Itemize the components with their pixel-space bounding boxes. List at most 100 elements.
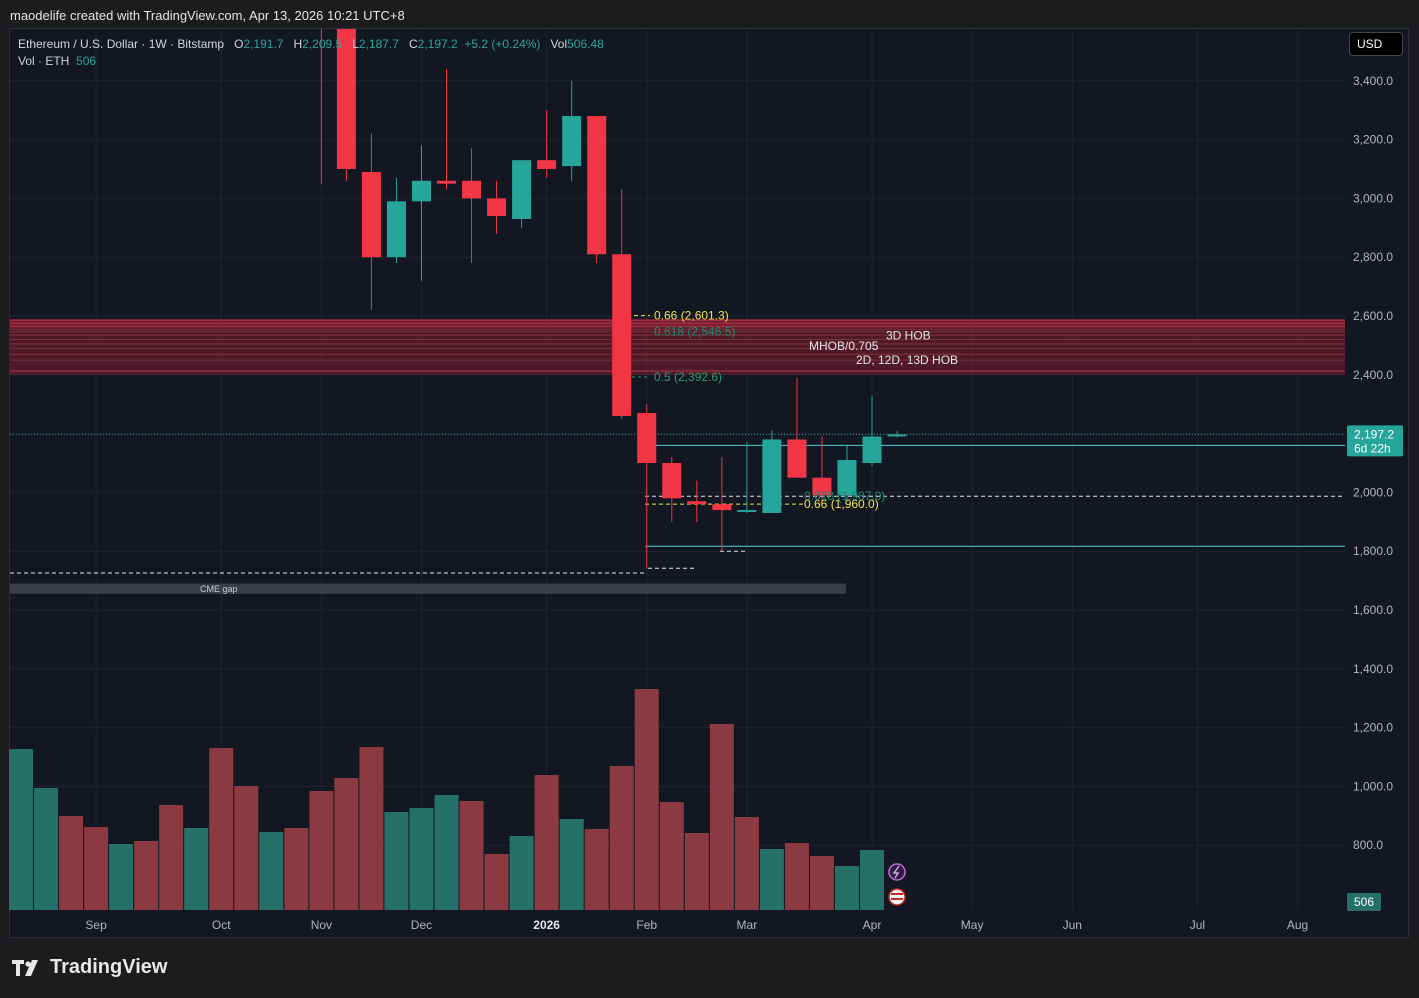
candle-body[interactable] [787, 439, 807, 478]
candle-countdown: 6d 22h [1354, 441, 1391, 455]
candles-group [320, 0, 907, 569]
volume-bar [159, 805, 184, 910]
volume-bar [484, 854, 509, 910]
brand-name: TradingView [50, 956, 168, 978]
time-axis-label: Apr [863, 918, 882, 932]
close-value: 2,197.2 [417, 37, 458, 51]
volume-bar [860, 850, 885, 910]
chart-annotation: 3D HOB [886, 328, 931, 342]
cme-gap-label: CME gap [200, 584, 238, 594]
volume-bar [659, 802, 684, 910]
volume-bar [709, 724, 734, 910]
volume-bar [134, 841, 159, 910]
volume-bar [834, 866, 859, 910]
volume-bar [309, 791, 334, 910]
volume-bar [34, 788, 59, 910]
candle-body[interactable] [411, 180, 431, 202]
candle-body[interactable] [812, 477, 832, 496]
price-axis-label: 3,000.0 [1353, 191, 1393, 205]
time-axis-label: Sep [85, 918, 107, 932]
volume-value: 506 [1354, 895, 1374, 909]
volume-bar [359, 747, 384, 910]
volume-bar [609, 766, 634, 910]
volume-bar [234, 786, 259, 910]
volume-bar [209, 748, 234, 910]
candle-body[interactable] [512, 160, 532, 219]
candle-body[interactable] [662, 463, 682, 499]
currency-button[interactable]: USD [1349, 32, 1403, 56]
candle-body[interactable] [562, 116, 582, 167]
us-flag-stripe [891, 898, 903, 900]
us-flag-stripe [891, 893, 903, 895]
candle-body[interactable] [386, 201, 406, 258]
chart-annotation: 2D, 12D, 13D HOB [856, 353, 958, 367]
footer-brand[interactable]: TradingView [12, 956, 167, 979]
volume-bar [384, 812, 409, 910]
change-value: +5.2 (+0.24%) [464, 37, 541, 51]
volume-bar [334, 778, 359, 910]
time-axis-label: Jun [1063, 918, 1082, 932]
price-axis-label: 1,000.0 [1353, 779, 1393, 793]
current-price-tag [1347, 425, 1403, 457]
candle-body[interactable] [837, 460, 857, 496]
volume-bar [759, 849, 784, 910]
time-axis-label: Oct [212, 918, 231, 932]
candle-body[interactable] [336, 0, 356, 170]
candle-body[interactable] [361, 171, 381, 258]
close-label: C [408, 37, 418, 51]
candle-body[interactable] [537, 160, 557, 169]
volume-bar [109, 844, 134, 910]
price-axis-label: 3,200.0 [1353, 133, 1393, 147]
price-axis-label: 800.0 [1353, 838, 1383, 852]
candle-body[interactable] [487, 198, 507, 217]
low-value: 2,187.7 [358, 37, 399, 51]
symbol-title[interactable]: Ethereum / U.S. Dollar · 1W · Bitstamp [18, 37, 225, 51]
candle-body[interactable] [587, 116, 607, 255]
time-axis-label: Aug [1287, 918, 1308, 932]
volume-bar [259, 832, 284, 910]
time-axis-label: May [961, 918, 984, 932]
candle-body[interactable] [462, 180, 482, 199]
chart-annotation: MHOB/0.705 [809, 339, 879, 353]
time-axis-label: Mar [737, 918, 758, 932]
chart-annotation: 0.618 (1,987.0) [804, 489, 885, 503]
candle-body[interactable] [862, 436, 882, 463]
tradingview-logo-icon [12, 959, 38, 976]
chart-annotation: 0.66 (1,960.0) [804, 497, 879, 511]
chart-header: maodelife created with TradingView.com, … [10, 8, 405, 23]
candle-body[interactable] [637, 413, 657, 463]
candle-body[interactable] [737, 510, 757, 513]
hob-zone-band [10, 318, 1345, 328]
current-price-value: 2,197.2 [1354, 427, 1394, 441]
open-label: O [234, 37, 244, 51]
chart-annotation: 0.618 (2,546.5) [654, 325, 735, 339]
candle-body[interactable] [712, 504, 732, 511]
price-axis-label: 1,200.0 [1353, 721, 1393, 735]
volume-bar [534, 775, 559, 910]
candle-body[interactable] [762, 439, 782, 513]
time-axis-label: 2026 [533, 918, 560, 932]
lightning-bolt-icon [892, 865, 900, 879]
candle-body[interactable] [887, 434, 907, 437]
volume-bar [684, 833, 709, 910]
open-value: 2,191.7 [243, 37, 284, 51]
price-axis-label: 1,400.0 [1353, 662, 1393, 676]
price-axis-label: 2,800.0 [1353, 250, 1393, 264]
volume-indicator-label[interactable]: Vol · ETH [18, 54, 70, 68]
vol-value: 506.48 [567, 37, 604, 51]
volume-bar [784, 843, 809, 910]
chart-annotation: 0.5 (2,392.6) [654, 370, 722, 384]
candle-body[interactable] [437, 180, 457, 184]
volume-bar [734, 817, 759, 910]
high-value: 2,209.5 [302, 37, 343, 51]
time-axis-label: Jul [1190, 918, 1205, 932]
price-axis-label: 1,800.0 [1353, 544, 1393, 558]
candle-body[interactable] [612, 254, 632, 416]
cme-gap-zone [10, 583, 846, 594]
volume-tag [1347, 893, 1381, 911]
candle-body[interactable] [687, 501, 707, 505]
volume-bar [284, 828, 309, 910]
volume-bar [184, 828, 209, 910]
volume-bar [459, 801, 484, 910]
